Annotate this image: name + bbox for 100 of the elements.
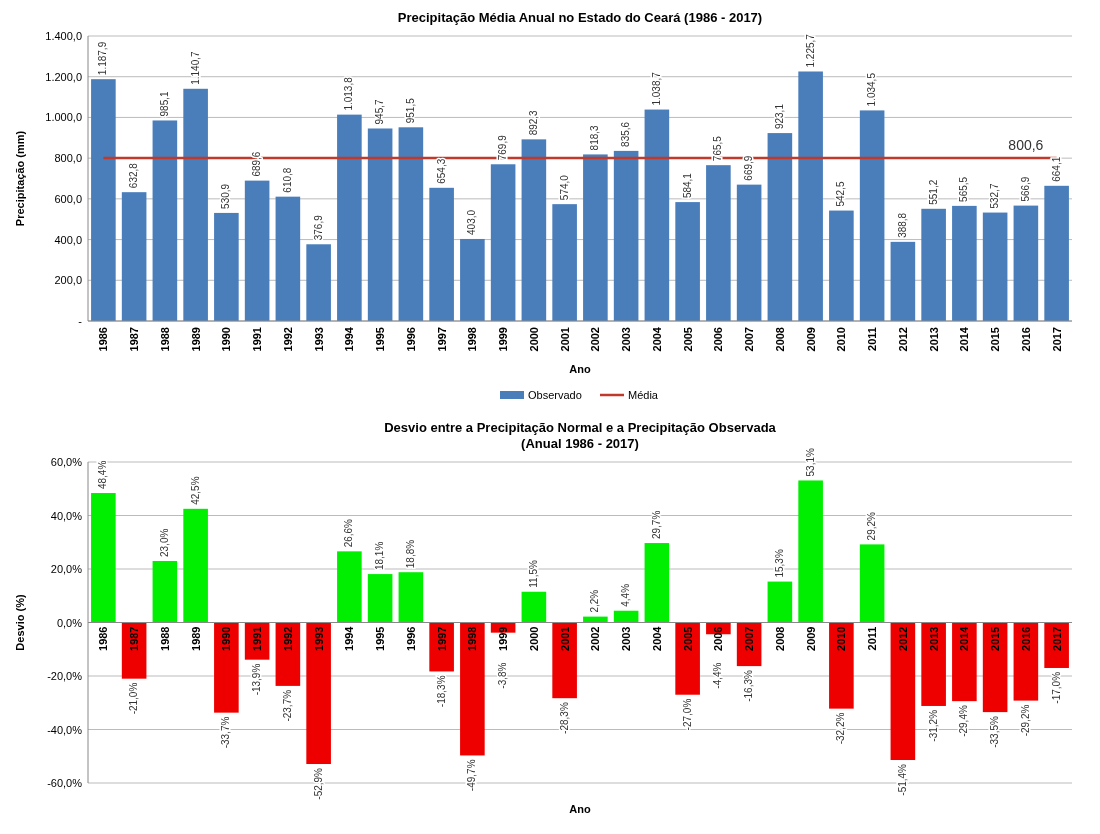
data-label: -29,2% [1019, 704, 1031, 737]
y-tick-label: 0,0% [56, 616, 83, 629]
x-tick-label: 1989 [189, 626, 202, 651]
x-tick-label: 2005 [681, 327, 694, 352]
data-label: 532,7 [989, 183, 1001, 209]
data-label: 574,0 [558, 174, 570, 201]
bar [859, 544, 885, 623]
x-tick-label: 2007 [743, 327, 756, 352]
x-tick-label: 1995 [374, 626, 387, 651]
bar [367, 574, 393, 623]
bar [214, 212, 239, 321]
x-tick-label: 1988 [158, 626, 171, 651]
data-label: 42,5% [189, 476, 201, 505]
x-tick-label: 2001 [558, 327, 571, 352]
x-tick-label: 1986 [97, 327, 110, 352]
data-label: 403,0 [466, 209, 478, 235]
data-label: -18,3% [435, 675, 447, 708]
bar [183, 508, 208, 623]
bar [306, 244, 331, 321]
bar [152, 560, 178, 623]
x-tick-label: 1999 [497, 327, 510, 352]
y-tick-label: -40,0% [47, 723, 83, 736]
x-tick-label: 2016 [1019, 626, 1032, 651]
x-tick-label: 2015 [989, 327, 1002, 352]
data-label: 29,7% [650, 510, 662, 540]
data-label: 818,3 [589, 124, 601, 151]
bar [798, 71, 823, 321]
bar [1044, 185, 1069, 321]
data-label: -51,4% [896, 763, 908, 796]
y-tick-label: 20,0% [50, 563, 83, 575]
bar [859, 110, 885, 321]
data-label: 542,5 [835, 181, 847, 207]
data-label: 530,9 [220, 183, 232, 209]
x-tick-label: 2001 [558, 626, 571, 651]
data-label: 566,9 [1019, 176, 1031, 202]
data-label: -16,3% [743, 670, 755, 702]
data-label: 23,0% [158, 528, 170, 557]
x-tick-label: 2014 [958, 625, 971, 651]
bar [767, 133, 793, 321]
data-label: -17,0% [1050, 671, 1062, 704]
data-label: 15,3% [773, 549, 785, 578]
data-label: 669,9 [743, 155, 755, 181]
x-tick-label: 1994 [343, 326, 356, 352]
data-label: 551,2 [927, 179, 939, 205]
x-tick-label: 1997 [435, 626, 448, 651]
bar [767, 581, 793, 623]
data-label: -3,8% [497, 662, 509, 689]
data-label: -23,7% [281, 689, 293, 722]
bar [952, 205, 977, 321]
x-tick-label: 1990 [220, 626, 233, 651]
data-label: 800,6 [1008, 137, 1044, 154]
data-label: 376,9 [312, 214, 324, 241]
y-axis-title: Desvio (%) [14, 594, 26, 651]
x-tick-label: 2015 [989, 626, 1002, 651]
data-label: 53,1% [804, 447, 816, 477]
x-tick-label: 2009 [804, 327, 817, 352]
x-tick-label: 2008 [773, 327, 786, 352]
bar [829, 622, 854, 709]
bar [367, 128, 393, 321]
legend-label: Média [628, 389, 659, 401]
data-label: 835,6 [620, 121, 632, 147]
x-tick-label: 2012 [896, 327, 909, 352]
x-tick-label: 1987 [128, 626, 141, 651]
bar [1013, 205, 1039, 321]
x-tick-label: 1986 [97, 626, 110, 651]
x-tick-label: 2009 [804, 626, 817, 651]
data-label: 4,4% [620, 583, 632, 607]
data-label: 584,1 [681, 172, 693, 199]
data-label: 923,1 [773, 103, 785, 130]
bar [521, 139, 547, 321]
data-label: -33,7% [220, 716, 232, 749]
y-tick-label: - [78, 315, 83, 327]
x-tick-label: 2013 [927, 626, 940, 651]
x-tick-label: 2017 [1050, 327, 1063, 352]
y-tick-label: 400,0 [54, 233, 82, 246]
x-tick-label: 2000 [527, 327, 540, 352]
bar [460, 622, 485, 756]
data-label: 26,6% [343, 518, 355, 548]
chart-title: Precipitação Média Anual no Estado do Ceará (1986 - 2017) [397, 10, 763, 25]
x-tick-label: 1991 [251, 626, 264, 651]
y-tick-label: 1.200,0 [45, 70, 82, 83]
data-label: 654,3 [435, 158, 447, 184]
bar [121, 192, 147, 321]
bar [798, 480, 823, 623]
bar [613, 610, 639, 623]
data-label: 985,1 [158, 91, 170, 117]
x-tick-label: 2003 [620, 626, 633, 651]
x-tick-label: 1987 [128, 327, 141, 352]
data-label: 388,8 [896, 212, 908, 238]
bar [921, 208, 946, 321]
data-label: 18,1% [374, 541, 386, 571]
data-label: 1.187,9 [97, 41, 109, 76]
bar [521, 591, 547, 623]
data-label: 610,8 [281, 167, 293, 193]
x-tick-label: 2002 [589, 327, 602, 352]
bar [398, 127, 424, 321]
x-tick-label: 2011 [866, 626, 879, 651]
x-tick-label: 1994 [343, 625, 356, 651]
y-tick-label: -60,0% [47, 777, 83, 789]
data-label: -13,9% [251, 663, 263, 696]
